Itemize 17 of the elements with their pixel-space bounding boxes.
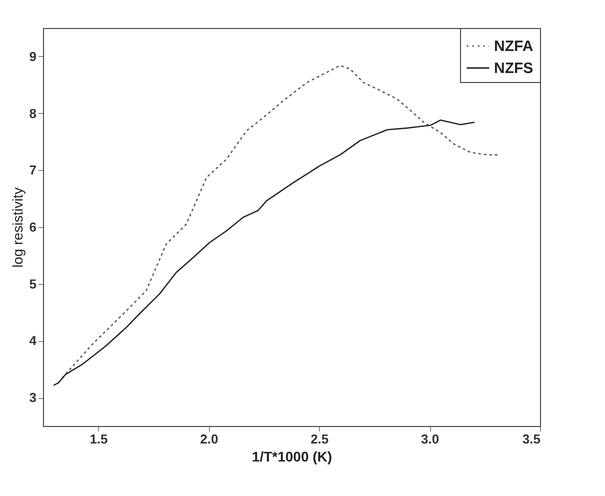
line-series [53, 119, 475, 386]
y-tick-label: 3 [29, 390, 36, 406]
x-tick-label: 2.0 [200, 432, 218, 446]
x-axis-title: 1/T*1000 (K) [252, 448, 332, 464]
y-tick-label: 8 [29, 106, 36, 121]
x-tick-label: 3.0 [421, 432, 440, 446]
y-axis-title: log resistivity [9, 187, 26, 268]
y-tick-label: 6 [29, 220, 36, 234]
x-tick-label: 2.5 [310, 432, 329, 446]
legend-label: NZFS [494, 60, 534, 77]
x-tick-label: 1.5 [90, 432, 108, 446]
y-tick-label: 5 [29, 276, 36, 292]
y-tick-label: 7 [29, 162, 36, 178]
y-tick-label: 4 [29, 333, 38, 348]
y-tick-label: 9 [29, 48, 36, 64]
x-tick-label: 3.5 [522, 432, 540, 446]
legend-label: NZFA [494, 38, 534, 55]
